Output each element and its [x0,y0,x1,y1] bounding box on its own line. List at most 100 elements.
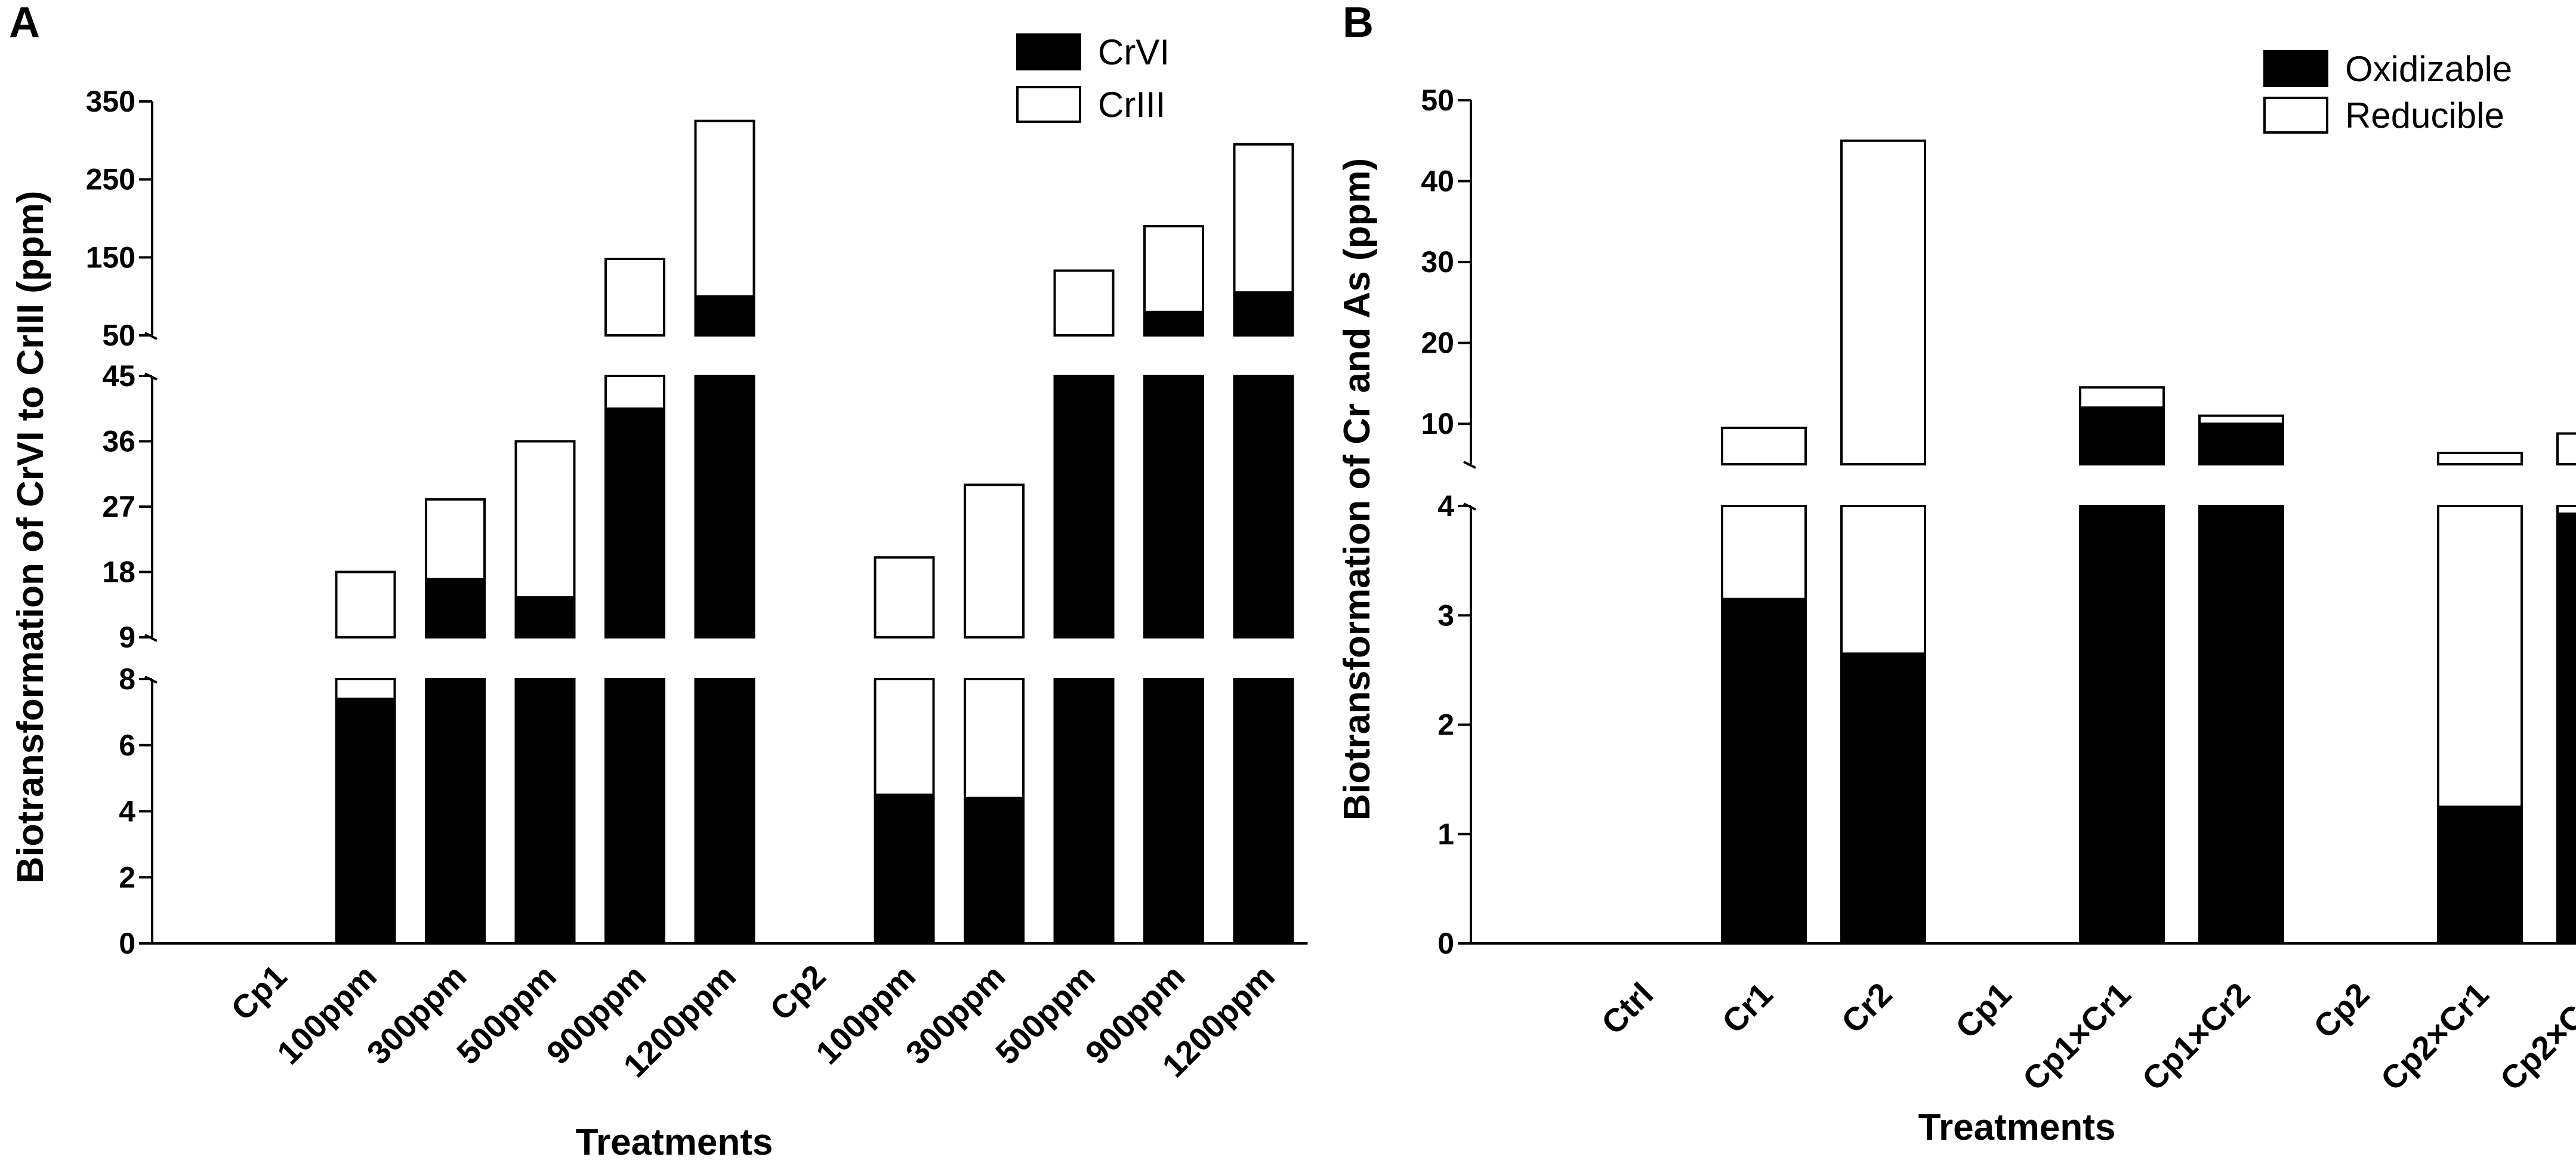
y-tick-label: 50 [1421,84,1454,117]
bar-crvi-300ppm-2 [425,678,486,945]
panel-b-bars [1721,139,2576,945]
panel-a-legend: CrVI CrIII [1016,32,1170,125]
bar-crvi-1200ppm-11 [1233,291,1294,337]
y-tick-label: 10 [1421,407,1454,440]
x-tick-label-cp2-cr1: Cp2×Cr1 [2374,976,2496,1098]
panel-a-bars [335,119,1294,945]
legend-label-criii: CrIII [1098,85,1165,125]
bar-oxidizable-cp1-cr2-5 [2198,505,2284,945]
bar-oxidizable-cr1-1 [1721,597,1807,945]
bar-crvi-500ppm-3 [514,678,576,945]
bar-criii-900ppm-4 [604,375,665,410]
panel-b-legend: Oxidizable Reducible [2263,49,2512,135]
x-tick-label-cp1: Cp1 [1948,976,2018,1045]
bar-crvi-900ppm-4 [604,678,665,945]
bar-criii-500ppm-9 [1053,269,1115,337]
bar-crvi-900ppm-10 [1143,678,1204,945]
x-tick-label-cp1: Cp1 [224,958,294,1028]
bar-oxidizable-cr2-2 [1840,652,1926,945]
bar-crvi-1200ppm-5 [694,678,755,945]
y-tick-label: 250 [86,163,135,196]
y-tick-label: 350 [86,85,135,118]
bar-criii-300ppm-8 [964,483,1025,638]
legend-swatch-oxidizable [2263,50,2328,87]
y-tick-label: 9 [119,621,135,654]
x-tick-label-cp1-cr2: Cp1×Cr2 [2135,976,2257,1098]
bar-criii-1200ppm-11 [1233,143,1294,294]
bar-crvi-300ppm-2 [425,578,486,639]
y-tick-label: 8 [119,662,135,696]
bar-crvi-500ppm-9 [1053,678,1115,945]
y-tick-label: 6 [119,729,135,762]
bar-oxidizable-cp1-cr1-4 [2079,406,2165,465]
bar-crvi-900ppm-4 [604,407,665,638]
panel-b-y-axis: 0 1 2 3 4 10 20 30 40 50 [1421,84,2576,960]
bar-reducible-cr2-2 [1840,139,1926,465]
x-tick-label-cr1: Cr1 [1715,976,1780,1041]
legend-swatch-crvi [1016,33,1081,70]
legend-swatch-criii [1016,86,1081,123]
bar-reducible-cr1-1 [1721,505,1807,600]
x-tick-label-100ppm: 100ppm [270,958,384,1072]
bar-oxidizable-cp1-cr2-5 [2198,422,2284,466]
y-tick-label: 0 [1437,927,1454,960]
bar-criii-100ppm-7 [874,556,935,639]
x-tick-label-100ppm: 100ppm [809,958,923,1072]
bar-crvi-300ppm-8 [964,797,1025,945]
bar-reducible-cp2-cr1-7 [2437,505,2523,808]
bar-oxidizable-cp2-cr2-8 [2556,512,2576,945]
bar-crvi-1200ppm-5 [694,375,755,638]
axis-break-mark [1463,461,1476,469]
legend-label-reducible: Reducible [2345,95,2504,135]
bar-crvi-100ppm-7 [874,793,935,945]
bar-crvi-1200ppm-11 [1233,375,1294,638]
bar-crvi-1200ppm-5 [694,295,755,337]
y-tick-label: 1 [1437,818,1454,851]
x-tick-label-cp2-cr2: Cp2×Cr2 [2493,976,2576,1098]
legend-label-crvi: CrVI [1098,32,1170,72]
x-tick-label-ctrl: Ctrl [1594,976,1661,1042]
y-tick-label: 0 [119,927,135,960]
panel-a-y-axis: 0 2 4 6 8 9 18 27 36 45 50 150 250 350 [86,85,1308,960]
y-tick-label: 2 [119,860,135,894]
bar-reducible-cr2-2 [1840,505,1926,655]
y-tick-label: 50 [102,319,135,352]
bar-criii-100ppm-7 [874,678,935,796]
bar-crvi-500ppm-3 [514,596,576,638]
y-tick-label: 150 [86,240,135,274]
x-tick-label-cp1-cr1: Cp1×Cr1 [2016,976,2138,1098]
bar-criii-100ppm-1 [335,570,396,638]
y-tick-label: 2 [1437,708,1454,742]
y-tick-label: 45 [102,359,135,393]
bar-crvi-500ppm-9 [1053,375,1115,638]
bar-criii-900ppm-4 [604,257,665,337]
x-tick-label-cp2: Cp2 [2306,976,2376,1045]
panel-b-y-axis-title: Biotransformation of Cr and As (ppm) [1337,158,1378,820]
bar-criii-300ppm-2 [425,498,486,581]
y-tick-label: 27 [102,490,135,523]
panel-letter-a: A [9,0,40,47]
legend-label-oxidizable: Oxidizable [2345,49,2512,89]
bar-reducible-cp2-cr2-8 [2556,432,2576,466]
bar-oxidizable-cp1-cr1-4 [2079,505,2165,945]
x-tick-label-300ppm: 300ppm [360,958,474,1072]
panel-a-x-axis-title: Treatments [576,1122,773,1163]
bar-reducible-cp2-cr1-7 [2437,452,2523,465]
y-tick-label: 18 [102,556,135,589]
y-tick-label: 4 [119,795,135,828]
bar-criii-1200ppm-5 [694,119,755,298]
legend-swatch-reducible [2263,97,2328,134]
y-tick-label: 40 [1421,165,1454,198]
bar-reducible-cp1-cr2-5 [2198,414,2284,425]
bar-criii-900ppm-10 [1143,225,1204,313]
bar-criii-100ppm-1 [335,678,396,701]
bar-criii-300ppm-8 [964,678,1025,800]
bar-crvi-1200ppm-11 [1233,678,1294,945]
y-tick-label: 3 [1437,599,1454,632]
panel-a-y-axis-title: Biotransformation of CrVI to CrIII (ppm) [10,191,51,884]
